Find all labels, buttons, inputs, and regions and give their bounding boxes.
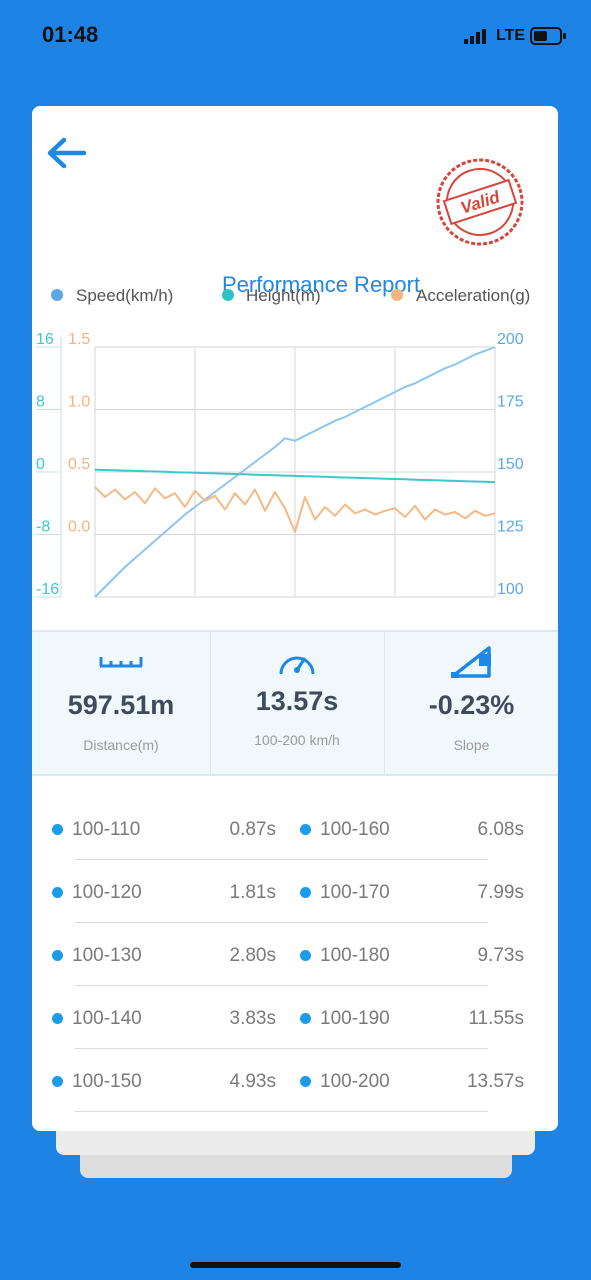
- split-range: 100-200: [320, 1071, 390, 1092]
- split-range: 100-180: [320, 945, 390, 966]
- series-line: [94, 346, 496, 598]
- y-tick-label: -16: [36, 581, 59, 598]
- split-dot: [52, 1013, 63, 1024]
- split-time: 4.93s: [229, 1071, 276, 1092]
- y2-tick-label: 100: [497, 581, 524, 598]
- split-dot: [300, 887, 311, 898]
- split-divider: [75, 985, 488, 986]
- split-range: 100-190: [320, 1008, 390, 1029]
- split-range: 100-110: [72, 819, 141, 840]
- battery-icon: [530, 27, 566, 45]
- split-range: 100-160: [320, 819, 390, 840]
- split-divider: [75, 859, 488, 860]
- y-tick-label: -8: [36, 519, 50, 536]
- stat-distance: 597.51m Distance(m): [32, 632, 211, 774]
- split-divider: [75, 1048, 488, 1049]
- back-button[interactable]: [46, 136, 90, 172]
- split-dot: [52, 887, 63, 898]
- split-time: 6.08s: [477, 819, 524, 840]
- y2-tick-label: 175: [497, 394, 524, 411]
- split-dot: [300, 950, 311, 961]
- series-line: [94, 468, 496, 484]
- slope-icon: [451, 646, 491, 678]
- ruler-icon: [99, 657, 143, 668]
- legend-label: Height(m): [246, 286, 321, 305]
- y-tick-label: 8: [36, 394, 45, 411]
- network-type: LTE: [496, 27, 526, 44]
- status-time: 01:48: [42, 22, 99, 47]
- split-divider: [75, 922, 488, 923]
- split-dot: [52, 824, 63, 835]
- legend-label: Speed(km/h): [76, 286, 173, 305]
- speedometer-icon: [279, 656, 315, 675]
- report-card: Performance Report Valid Speed(km/h) Heig…: [32, 106, 558, 1131]
- legend-marker: [51, 289, 63, 301]
- stat-time: 13.57s 100-200 km/h: [210, 632, 385, 774]
- page-title: Performance Report: [222, 272, 421, 297]
- split-dot: [300, 1076, 311, 1087]
- split-dot: [52, 950, 63, 961]
- legend-label: Acceleration(g): [416, 286, 530, 305]
- stat-slope: -0.23% Slope: [385, 632, 558, 774]
- split-time: 7.99s: [477, 882, 524, 903]
- split-time: 3.83s: [229, 1008, 276, 1029]
- signal-icon: [464, 29, 486, 44]
- split-divider: [75, 1111, 488, 1112]
- split-dot: [300, 1013, 311, 1024]
- split-time: 0.87s: [229, 819, 276, 840]
- y3-tick-label: 1.5: [68, 331, 90, 348]
- split-range: 100-130: [72, 945, 142, 966]
- split-range: 100-150: [72, 1071, 142, 1092]
- y-tick-label: 0: [36, 456, 45, 473]
- stat-value: 13.57s: [255, 686, 339, 716]
- split-range: 100-170: [320, 882, 390, 903]
- home-indicator: [190, 1262, 401, 1268]
- split-range: 100-120: [72, 882, 142, 903]
- stat-label: Slope: [453, 737, 490, 753]
- stat-label: 100-200 km/h: [254, 732, 340, 748]
- legend-marker: [391, 289, 403, 301]
- y3-tick-label: 0.5: [68, 456, 90, 473]
- stats-panel: 597.51m Distance(m) 13.57s 100-200 km/h …: [32, 630, 558, 776]
- y3-tick-label: 1.0: [68, 394, 90, 411]
- split-dot: [300, 824, 311, 835]
- stat-value: 597.51m: [67, 690, 175, 720]
- split-time: 1.81s: [229, 882, 276, 903]
- stat-value: -0.23%: [428, 690, 515, 720]
- y-tick-label: 16: [36, 331, 54, 348]
- y3-tick-label: 0.0: [68, 519, 90, 536]
- y2-tick-label: 200: [497, 331, 524, 348]
- y2-tick-label: 125: [497, 519, 524, 536]
- y2-tick-label: 150: [497, 456, 524, 473]
- split-time: 13.57s: [466, 1071, 524, 1092]
- stat-label: Distance(m): [83, 737, 159, 753]
- split-dot: [52, 1076, 63, 1087]
- valid-stamp: Valid: [436, 158, 524, 246]
- series-line: [94, 486, 496, 533]
- chart: Speed(km/h) Height(m) Acceleration(g) 16 8 0 -…: [36, 286, 530, 598]
- split-time: 9.73s: [477, 945, 524, 966]
- split-range: 100-140: [72, 1008, 142, 1029]
- split-time: 2.80s: [229, 945, 276, 966]
- legend-marker: [222, 289, 234, 301]
- split-time: 11.55s: [468, 1008, 524, 1029]
